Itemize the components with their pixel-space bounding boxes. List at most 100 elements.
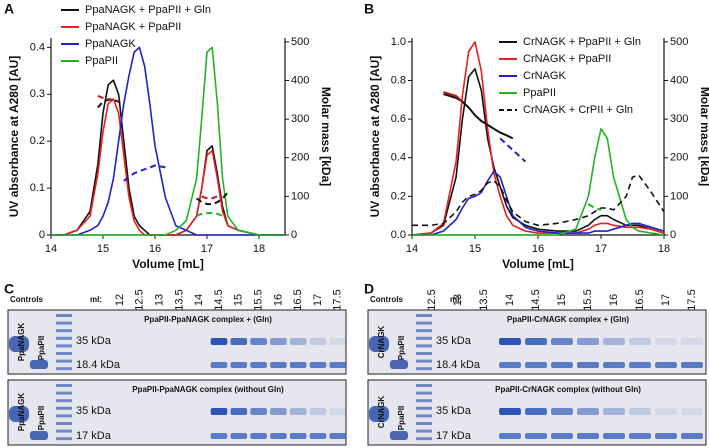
sample-band bbox=[210, 433, 228, 439]
absorbance-line bbox=[51, 46, 285, 236]
x-tick-label: 18 bbox=[658, 243, 670, 255]
absorbance-line bbox=[412, 174, 665, 227]
y-tick-label: 0.6 bbox=[391, 113, 406, 125]
sample-band bbox=[577, 338, 599, 345]
ladder-band bbox=[56, 429, 72, 433]
marker-label: 35 kDa bbox=[436, 405, 472, 417]
lane-label: 13 bbox=[452, 294, 464, 306]
sample-band bbox=[499, 362, 521, 368]
gel-title: PpaPII-CrNAGK complex (without Gln) bbox=[495, 385, 641, 394]
sample-band bbox=[525, 408, 547, 415]
sample-band bbox=[329, 362, 347, 368]
y2-tick-label: 500 bbox=[670, 36, 688, 48]
y-tick-label: 0.2 bbox=[391, 190, 406, 202]
x-tick-label: 15 bbox=[469, 243, 481, 255]
x-tick-label: 16 bbox=[532, 243, 544, 255]
ladder-band bbox=[416, 406, 432, 410]
lane-label: 14.5 bbox=[213, 289, 225, 310]
marker-label: 18.4 kDa bbox=[436, 359, 481, 371]
sample-band bbox=[681, 338, 703, 345]
sample-band bbox=[525, 362, 547, 368]
absorbance-line bbox=[412, 170, 665, 236]
ladder-band bbox=[56, 406, 72, 410]
control-label: PpaPII bbox=[37, 336, 46, 360]
ladder-band bbox=[416, 429, 432, 433]
x-tick-label: 15 bbox=[97, 243, 109, 255]
sample-band bbox=[551, 338, 573, 345]
lane-label: 16 bbox=[272, 294, 284, 306]
marker-label: 35 kDa bbox=[76, 335, 112, 347]
controls-label: Controls bbox=[370, 295, 403, 304]
y2-axis-label: Molar mass [kDa] bbox=[698, 87, 709, 186]
sample-band bbox=[603, 408, 625, 415]
ladder-band bbox=[416, 359, 432, 363]
ladder-band bbox=[416, 422, 432, 425]
sample-band bbox=[270, 362, 287, 368]
gel-title: PpaPII-PpaNAGK complex + (Gln) bbox=[144, 315, 272, 324]
control-label: PpaPII bbox=[397, 336, 406, 360]
lane-label: 15 bbox=[233, 294, 245, 306]
y-axis-label: UV absorbance at A280 [AU] bbox=[368, 56, 382, 218]
sample-band bbox=[551, 433, 573, 439]
control-band bbox=[390, 360, 408, 369]
lane-label: 17 bbox=[312, 294, 324, 306]
control-band bbox=[369, 336, 389, 352]
sample-band bbox=[603, 362, 625, 368]
ladder-band bbox=[416, 344, 432, 348]
lane-label: 14.5 bbox=[530, 289, 542, 310]
y-tick-label: 0.4 bbox=[391, 152, 406, 164]
y2-tick-label: 100 bbox=[291, 190, 309, 202]
lane-label: 12.5 bbox=[134, 289, 146, 310]
sample-band bbox=[551, 362, 573, 368]
ladder-band bbox=[56, 422, 72, 425]
control-band bbox=[30, 360, 48, 369]
sample-band bbox=[250, 408, 267, 415]
molar-mass-line bbox=[443, 91, 464, 103]
sample-band bbox=[210, 362, 228, 368]
sample-band bbox=[655, 362, 677, 368]
gel-title: PpaPII-PpaNAGK complex (without Gln) bbox=[132, 385, 284, 394]
sample-band bbox=[577, 408, 599, 415]
control-label: CrNAGK bbox=[377, 396, 386, 429]
absorbance-line bbox=[51, 46, 285, 236]
y2-axis-label: Molar mass [kDa] bbox=[319, 87, 333, 186]
molar-mass-line bbox=[97, 94, 218, 200]
y2-tick-label: 0 bbox=[670, 229, 676, 241]
x-tick-label: 17 bbox=[201, 243, 213, 255]
sample-band bbox=[270, 433, 287, 439]
sample-band bbox=[309, 338, 327, 345]
sample-band bbox=[329, 408, 347, 415]
sample-band bbox=[250, 362, 267, 368]
control-band bbox=[30, 431, 48, 440]
y2-tick-label: 400 bbox=[670, 74, 688, 86]
sample-band bbox=[577, 362, 599, 368]
x-axis-label: Volume [mL] bbox=[502, 257, 574, 271]
sample-band bbox=[250, 338, 267, 345]
lane-label: 14 bbox=[504, 294, 516, 306]
sample-band bbox=[289, 338, 307, 345]
lane-label: 16.5 bbox=[634, 289, 646, 310]
sample-band bbox=[655, 433, 677, 439]
sample-band bbox=[210, 408, 228, 415]
legend-label: PpaNAGK + PpaPII + Gln bbox=[85, 4, 211, 16]
ladder-band bbox=[416, 329, 432, 333]
control-label: CrNAGK bbox=[377, 326, 386, 359]
sample-band bbox=[629, 362, 651, 368]
control-label: PpaNAGK bbox=[17, 323, 26, 361]
x-tick-label: 14 bbox=[45, 243, 57, 255]
panel-label: D bbox=[364, 281, 374, 297]
control-label: PpaPII bbox=[37, 406, 46, 430]
ladder-band bbox=[56, 414, 72, 418]
control-band bbox=[369, 406, 389, 422]
y-tick-label: 0 bbox=[39, 229, 45, 241]
sample-band bbox=[681, 408, 703, 415]
panel-label: C bbox=[4, 281, 14, 297]
marker-label: 35 kDa bbox=[436, 335, 472, 347]
y-tick-label: 0.4 bbox=[30, 41, 45, 53]
y-tick-label: 0.8 bbox=[391, 74, 406, 86]
y2-tick-label: 0 bbox=[291, 229, 297, 241]
ladder-band bbox=[56, 344, 72, 348]
panel-label: B bbox=[364, 1, 374, 17]
legend-label: PpaNAGK bbox=[85, 38, 136, 50]
